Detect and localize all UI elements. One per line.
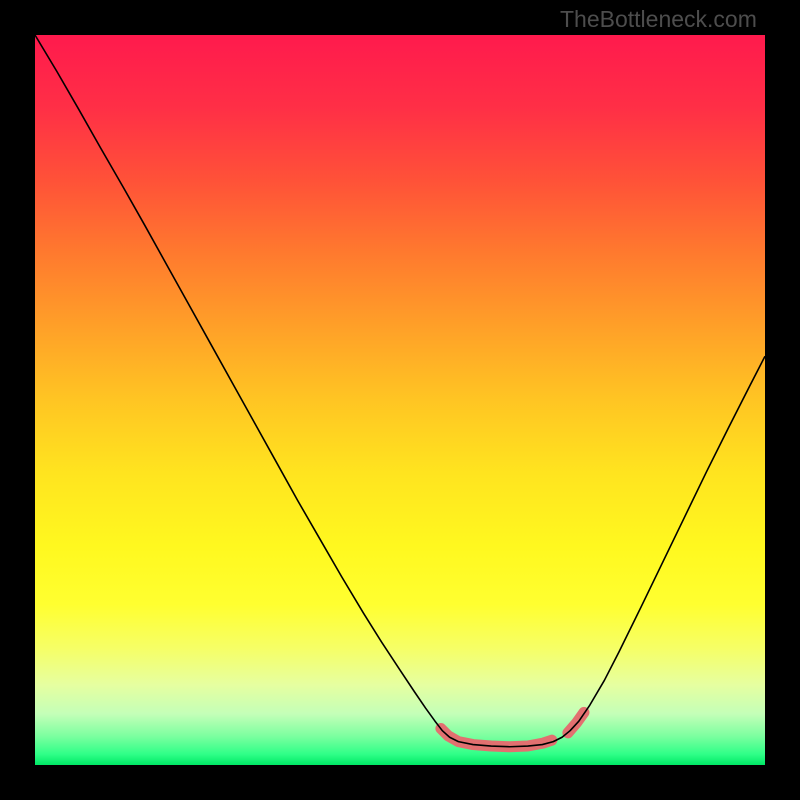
chart-svg — [0, 0, 800, 800]
plot-background — [35, 35, 765, 765]
watermark-text: TheBottleneck.com — [560, 6, 757, 33]
